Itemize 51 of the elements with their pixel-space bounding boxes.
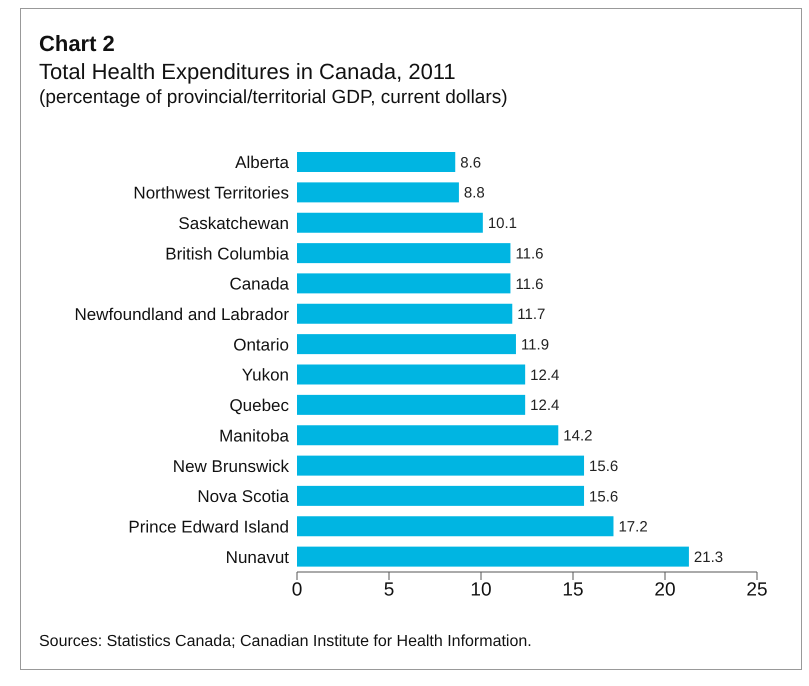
y-tick-label: Alberta <box>235 153 290 172</box>
x-tick-label: 10 <box>470 579 492 600</box>
y-tick-label: Northwest Territories <box>133 184 289 203</box>
x-tick-label: 20 <box>654 579 676 600</box>
data-label: 12.4 <box>530 397 560 414</box>
bar <box>297 152 456 172</box>
bar <box>297 212 483 233</box>
text: Chart 2 <box>39 31 115 57</box>
bar <box>297 546 689 567</box>
bar <box>297 304 512 324</box>
y-tick-label: Manitoba <box>219 426 290 446</box>
x-tick-label: 25 <box>746 579 768 600</box>
bar <box>297 425 558 446</box>
data-label: 15.6 <box>589 458 618 475</box>
data-label: 10.1 <box>488 215 518 232</box>
y-tick-label: Saskatchewan <box>178 214 289 233</box>
y-tick-label: British Columbia <box>165 244 290 264</box>
data-label: 17.2 <box>618 518 648 536</box>
data-label: 11.9 <box>520 336 550 354</box>
bar <box>297 486 584 506</box>
y-tick-label: Newfoundland and Labrador <box>74 305 290 324</box>
data-label: 11.6 <box>515 276 544 293</box>
bar <box>297 364 526 384</box>
x-tick-label: 5 <box>384 579 394 600</box>
y-tick-label: Prince Edward Island <box>128 518 289 536</box>
y-tick-label: Quebec <box>229 396 290 416</box>
bar <box>297 182 459 202</box>
data-label: 15.6 <box>589 488 618 506</box>
y-tick-label: Yukon <box>242 366 289 385</box>
chart-subtitle: Total Health Expenditures in Canada, 2011 (percentage of provincial/territorial GDP, current dollars) <box>39 59 508 109</box>
data-label: 21.3 <box>694 548 724 566</box>
data-label: 11.6 <box>515 245 544 262</box>
y-tick-label: Nova Scotia <box>197 487 290 506</box>
bar <box>297 334 516 354</box>
bar <box>297 516 614 536</box>
data-label: 11.7 <box>517 306 546 324</box>
bar <box>297 273 510 294</box>
data-label: 8.6 <box>460 154 482 172</box>
data-label: 14.2 <box>563 428 592 445</box>
data-label: 12.4 <box>530 366 560 384</box>
y-tick-label: Ontario <box>233 335 289 354</box>
x-tick-label: 15 <box>562 579 584 600</box>
y-tick-label: New Brunswick <box>172 456 290 476</box>
data-label: 8.8 <box>464 184 485 202</box>
bar <box>297 243 510 264</box>
y-tick-label: Canada <box>229 274 290 294</box>
bar <box>297 456 584 476</box>
x-tick-label: 0 <box>292 579 302 600</box>
y-tick-label: Nunavut <box>226 548 290 567</box>
bar <box>297 394 526 415</box>
source-note: Sources: Statistics Canada; Canadian Institute for Health Information. <box>39 633 532 651</box>
